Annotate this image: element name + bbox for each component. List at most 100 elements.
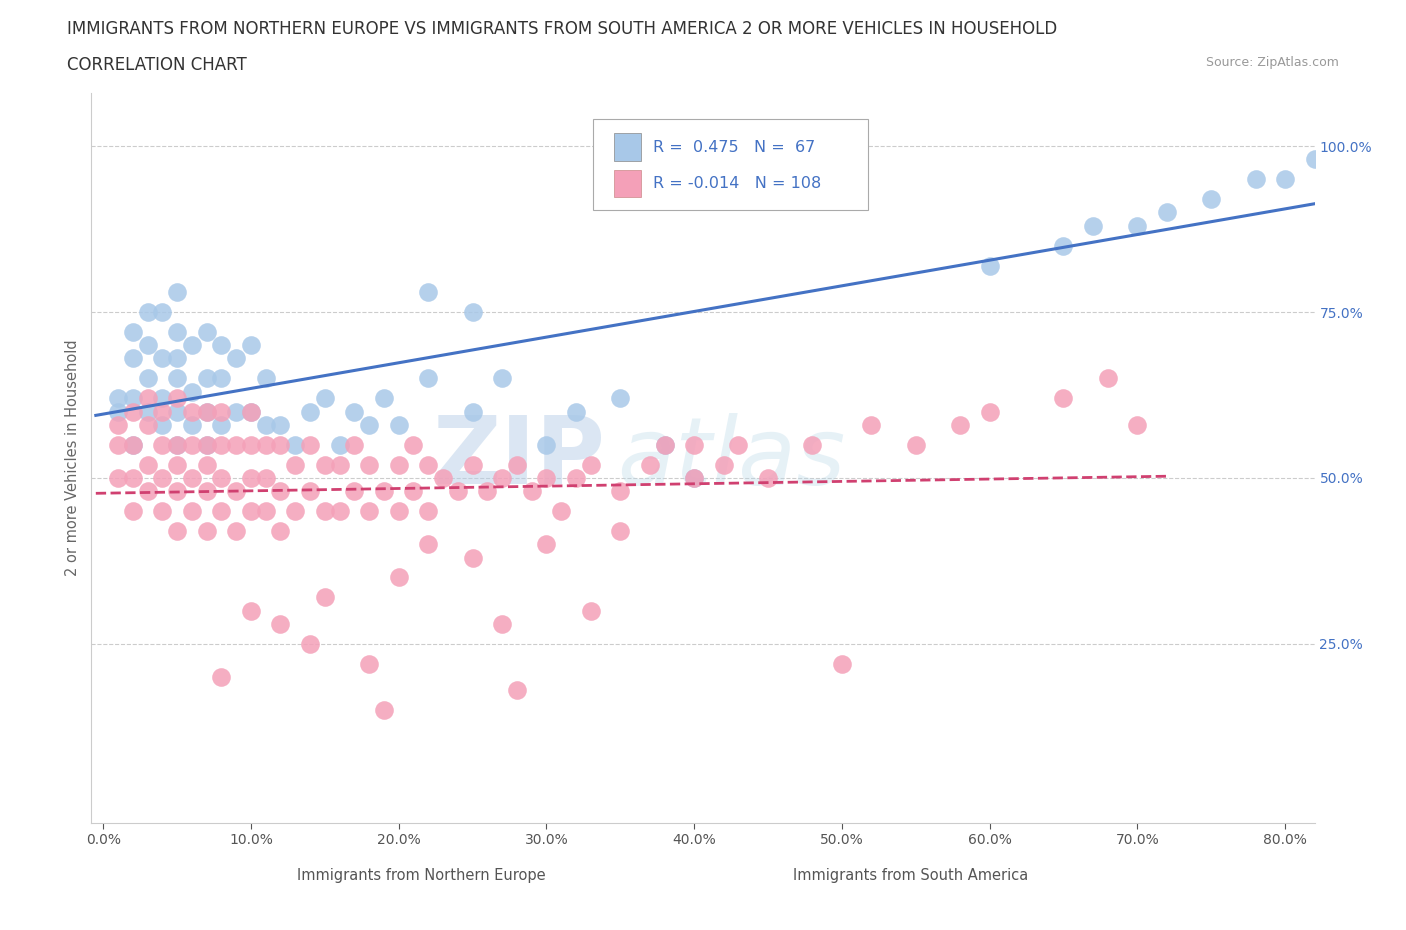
- Text: Immigrants from Northern Europe: Immigrants from Northern Europe: [297, 868, 546, 884]
- Point: [536, 537, 558, 551]
- Point: [506, 458, 529, 472]
- Point: [136, 391, 159, 405]
- Point: [609, 524, 631, 538]
- Point: [654, 437, 676, 452]
- Point: [150, 305, 173, 320]
- Point: [402, 484, 425, 498]
- Point: [284, 437, 307, 452]
- FancyBboxPatch shape: [281, 870, 308, 886]
- Point: [683, 437, 706, 452]
- Point: [166, 325, 188, 339]
- Point: [1244, 172, 1267, 187]
- Point: [195, 437, 218, 452]
- Point: [180, 418, 202, 432]
- Point: [418, 285, 440, 299]
- Point: [609, 391, 631, 405]
- Point: [180, 384, 202, 399]
- Point: [756, 471, 779, 485]
- Point: [254, 471, 277, 485]
- Point: [683, 471, 706, 485]
- Point: [949, 418, 972, 432]
- Point: [402, 437, 425, 452]
- FancyBboxPatch shape: [613, 133, 641, 161]
- Point: [195, 325, 218, 339]
- Point: [329, 458, 352, 472]
- Point: [536, 471, 558, 485]
- Point: [565, 471, 588, 485]
- Point: [314, 458, 336, 472]
- FancyBboxPatch shape: [613, 169, 641, 197]
- Point: [579, 604, 602, 618]
- Point: [461, 551, 484, 565]
- Point: [284, 504, 307, 519]
- Point: [565, 405, 588, 419]
- Point: [269, 418, 291, 432]
- Point: [536, 437, 558, 452]
- Point: [609, 484, 631, 498]
- Point: [166, 351, 188, 365]
- Point: [209, 371, 232, 386]
- Point: [1052, 391, 1074, 405]
- Point: [447, 484, 470, 498]
- Point: [269, 437, 291, 452]
- Point: [284, 458, 307, 472]
- Text: atlas: atlas: [617, 413, 845, 503]
- Point: [195, 484, 218, 498]
- Point: [860, 418, 883, 432]
- Point: [520, 484, 543, 498]
- Point: [195, 437, 218, 452]
- Point: [979, 259, 1001, 273]
- Point: [683, 471, 706, 485]
- Point: [1319, 139, 1341, 153]
- Point: [150, 405, 173, 419]
- Point: [432, 471, 454, 485]
- Point: [136, 484, 159, 498]
- Point: [121, 391, 143, 405]
- Point: [299, 636, 322, 651]
- Point: [239, 338, 262, 352]
- FancyBboxPatch shape: [783, 870, 810, 886]
- Point: [209, 437, 232, 452]
- Point: [1156, 205, 1178, 219]
- Point: [225, 405, 247, 419]
- Point: [418, 458, 440, 472]
- Text: Source: ZipAtlas.com: Source: ZipAtlas.com: [1205, 56, 1339, 69]
- Text: R = -0.014   N = 108: R = -0.014 N = 108: [652, 176, 821, 191]
- Point: [150, 391, 173, 405]
- Point: [359, 504, 381, 519]
- Point: [269, 524, 291, 538]
- Point: [195, 458, 218, 472]
- Point: [209, 338, 232, 352]
- Point: [136, 305, 159, 320]
- Point: [491, 471, 513, 485]
- Point: [150, 504, 173, 519]
- Point: [166, 458, 188, 472]
- Text: CORRELATION CHART: CORRELATION CHART: [67, 56, 247, 73]
- Point: [166, 484, 188, 498]
- Point: [121, 471, 143, 485]
- Point: [343, 437, 366, 452]
- Y-axis label: 2 or more Vehicles in Household: 2 or more Vehicles in Household: [65, 339, 80, 577]
- Point: [121, 325, 143, 339]
- FancyBboxPatch shape: [593, 118, 868, 210]
- Point: [1348, 152, 1371, 166]
- Point: [299, 484, 322, 498]
- Point: [121, 437, 143, 452]
- Point: [166, 437, 188, 452]
- Point: [180, 437, 202, 452]
- Point: [225, 524, 247, 538]
- Point: [314, 504, 336, 519]
- Point: [388, 570, 411, 585]
- Point: [343, 484, 366, 498]
- Point: [225, 437, 247, 452]
- Point: [166, 524, 188, 538]
- Point: [195, 405, 218, 419]
- Point: [269, 484, 291, 498]
- Point: [121, 504, 143, 519]
- Point: [373, 484, 395, 498]
- Point: [166, 391, 188, 405]
- Point: [166, 405, 188, 419]
- Point: [225, 351, 247, 365]
- Point: [1392, 139, 1406, 153]
- Point: [359, 657, 381, 671]
